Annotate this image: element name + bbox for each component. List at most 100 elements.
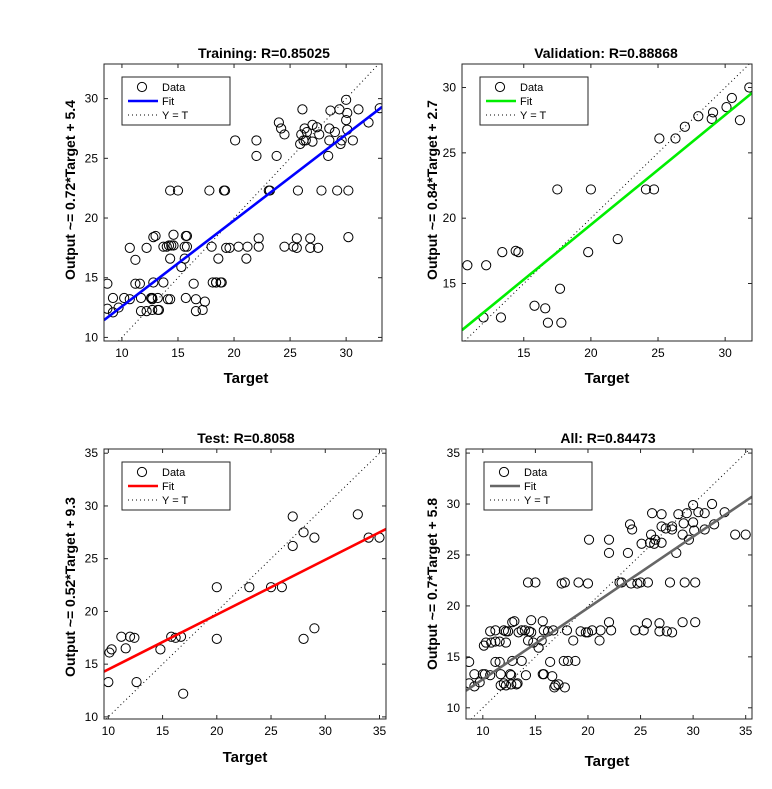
data-point (287, 511, 298, 522)
data-point (104, 278, 113, 289)
data-point (666, 524, 678, 535)
data-point (495, 312, 507, 323)
data-point (650, 534, 661, 545)
data-point (161, 241, 172, 252)
data-point (497, 247, 508, 258)
data-point (490, 625, 501, 636)
y-tick-label: 25 (85, 552, 99, 566)
data-point (165, 185, 176, 196)
data-point (641, 618, 652, 629)
y-tick-label: 20 (443, 211, 457, 225)
data-point (490, 636, 501, 647)
data-point (148, 232, 159, 243)
y-axis-label: Output ~= 0.52*Target + 9.3 (62, 497, 78, 677)
data-point (292, 185, 304, 196)
data-point (163, 240, 175, 251)
legend-data-marker (136, 466, 148, 478)
data-point (135, 292, 147, 304)
data-point (305, 242, 316, 253)
data-point (147, 292, 158, 304)
data-point (168, 240, 179, 251)
data-point (106, 644, 117, 655)
data-point (253, 241, 264, 252)
data-point (180, 292, 191, 304)
axes-box (103, 63, 383, 342)
data-point (606, 625, 617, 636)
axes-box (465, 448, 753, 720)
data-point (575, 626, 586, 637)
fit-line (104, 105, 382, 322)
data-point (342, 107, 353, 119)
y-tick-label: 25 (85, 151, 99, 165)
legend-data-marker (498, 466, 510, 478)
data-point (124, 631, 136, 642)
y-tick-label: 35 (447, 446, 461, 460)
panel-all: All: R=0.84473 Target Output ~= 0.7*Targ… (424, 430, 753, 770)
data-point (141, 306, 152, 317)
data-point (706, 113, 717, 124)
legend: Data Fit Y = T (483, 461, 593, 511)
data-point (211, 582, 222, 593)
data-point (666, 521, 678, 532)
data-point (558, 655, 569, 667)
data-point (679, 121, 690, 132)
data-point (673, 509, 684, 520)
y-axis-label: Output ~= 0.72*Target + 5.4 (62, 100, 78, 280)
data-point (636, 538, 647, 549)
data-point (309, 532, 320, 543)
legend-fit-label: Fit (162, 96, 174, 108)
data-point (210, 277, 222, 288)
data-point (199, 296, 210, 307)
data-point (297, 104, 308, 115)
x-axis-label: Target (585, 753, 630, 770)
data-point (561, 625, 573, 636)
data-point (221, 242, 232, 253)
y-tick-label: 30 (447, 497, 461, 511)
legend: Data Fit Y = T (479, 76, 589, 126)
data-point (178, 688, 189, 699)
data-point (660, 523, 671, 534)
data-point (516, 655, 527, 667)
data-point (522, 577, 534, 588)
y-tick-label: 20 (447, 599, 461, 613)
data-point (162, 294, 173, 305)
x-tick-label: 20 (581, 724, 595, 738)
data-point (587, 625, 598, 636)
data-point (523, 626, 535, 637)
x-tick-label: 30 (339, 346, 353, 360)
data-point (552, 184, 563, 195)
data-point (206, 241, 217, 252)
data-point (540, 303, 551, 314)
x-tick-label: 35 (373, 724, 387, 738)
data-point (313, 242, 324, 253)
data-point (688, 499, 699, 511)
data-point (740, 529, 751, 540)
data-point (500, 680, 512, 691)
plot-content (104, 449, 386, 719)
data-point (241, 253, 252, 264)
panel-training: Training: R=0.85025 Target Output ~= 0.7… (62, 45, 383, 387)
data-point (582, 578, 594, 589)
data-point (216, 277, 227, 288)
data-point (624, 519, 636, 530)
data-point (730, 529, 741, 540)
data-point (251, 135, 262, 146)
data-point (622, 547, 634, 559)
data-point (134, 278, 145, 289)
x-tick-label: 15 (517, 346, 531, 360)
identity-line (470, 449, 751, 719)
data-point (279, 129, 290, 140)
data-point (585, 184, 596, 195)
data-point (664, 577, 676, 588)
legend-identity-label: Y = T (162, 110, 188, 122)
legend-identity-label: Y = T (162, 495, 188, 507)
legend-fit-label: Fit (162, 481, 174, 493)
data-point (693, 111, 704, 122)
data-point (271, 150, 282, 162)
data-point (298, 527, 309, 538)
data-point (583, 534, 595, 545)
x-tick-label: 25 (283, 346, 297, 360)
y-tick-label: 15 (85, 657, 99, 671)
data-point (158, 277, 169, 288)
data-point (124, 242, 135, 253)
